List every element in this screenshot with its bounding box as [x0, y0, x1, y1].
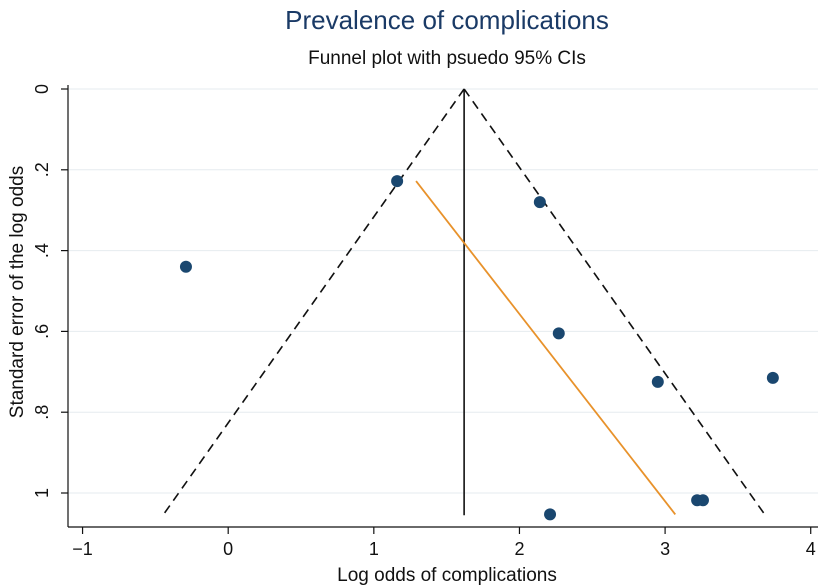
grid-lines [68, 88, 818, 494]
x-tick-label: 4 [806, 539, 816, 559]
data-point [179, 260, 192, 273]
y-tick-label: 1 [32, 488, 52, 498]
data-point [552, 327, 565, 340]
x-tick-label: 1 [369, 539, 379, 559]
chart-title: Prevalence of complications [285, 5, 609, 35]
y-tick-label: .4 [32, 243, 52, 258]
y-tick-label: .6 [32, 324, 52, 339]
x-tick-label: 3 [660, 539, 670, 559]
x-tick-label: −1 [72, 539, 93, 559]
data-points [179, 175, 779, 521]
y-tick-label: 0 [32, 84, 52, 94]
data-point [533, 196, 546, 209]
y-tick-label: .8 [32, 405, 52, 420]
data-point [766, 371, 779, 384]
axes: −1 0 1 2 3 4 0 .2 .4 .6 .8 1 [32, 84, 818, 559]
data-point [696, 494, 709, 507]
ci-upper-line [463, 88, 766, 516]
data-point [391, 175, 404, 188]
regression-line [415, 180, 676, 515]
ci-lower-line [162, 88, 465, 516]
x-axis-label: Log odds of complications [337, 565, 557, 586]
y-axis-label: Standard error of the log odds [7, 166, 28, 418]
x-tick-label: 2 [514, 539, 524, 559]
chart-subtitle: Funnel plot with psuedo 95% CIs [308, 48, 586, 69]
y-tick-label: .2 [32, 162, 52, 177]
data-point [544, 508, 557, 521]
x-tick-label: 0 [223, 539, 233, 559]
data-point [651, 375, 664, 388]
funnel-lines [162, 88, 766, 516]
